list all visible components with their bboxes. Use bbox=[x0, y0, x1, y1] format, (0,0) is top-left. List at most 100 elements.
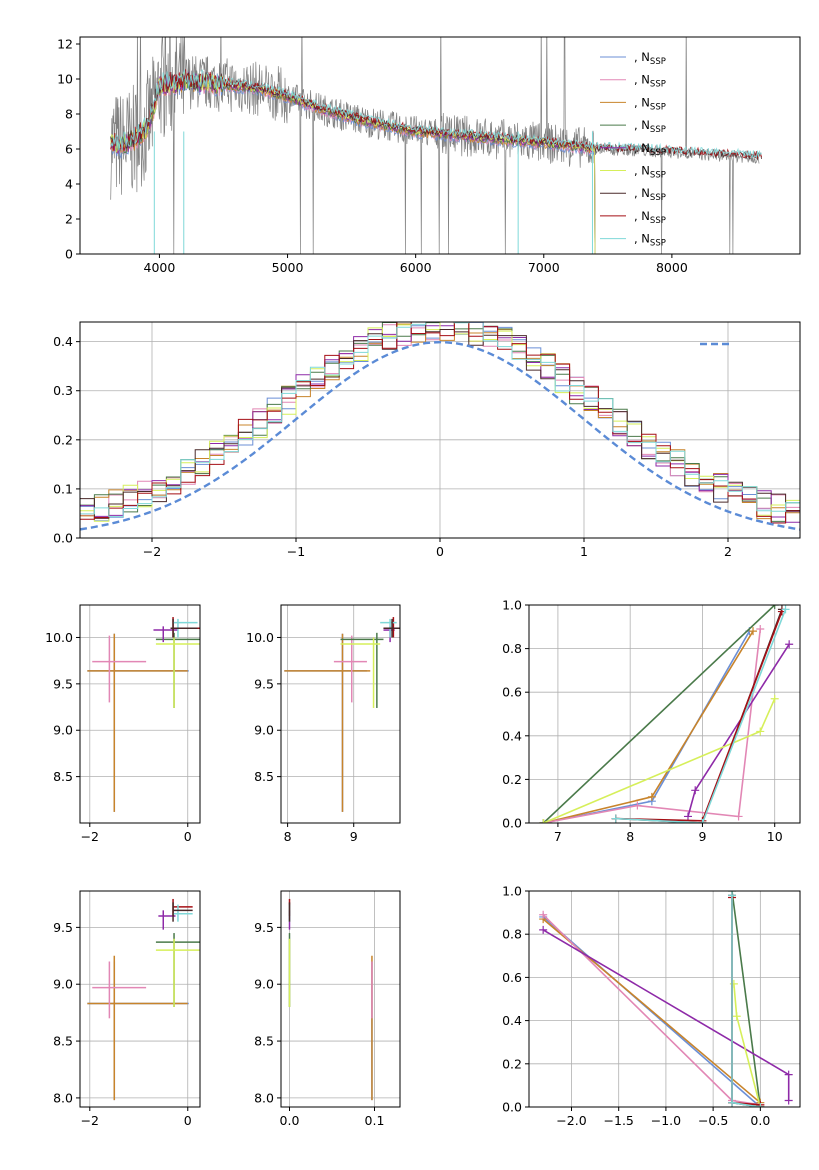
legend-label: , NSSP bbox=[634, 209, 666, 226]
y-tick-label: 10.0 bbox=[45, 630, 73, 645]
weight-marker bbox=[732, 1012, 741, 1021]
axes-frame bbox=[79, 604, 201, 824]
legend-n-label: , N bbox=[634, 209, 650, 223]
weight-marker bbox=[683, 812, 692, 821]
weight-marker bbox=[539, 819, 548, 823]
axes-frame bbox=[280, 604, 401, 824]
legend-n-label: , N bbox=[634, 186, 650, 200]
weight-line bbox=[731, 891, 762, 1107]
x-tick-label: 7 bbox=[554, 829, 562, 844]
panel-weight-vs-age: 7 8 9 10 0.0 0.2 0.4 0.6 0.8 1.0 bbox=[502, 598, 801, 844]
legend-subscript: SSP bbox=[650, 239, 666, 249]
y-tick-label: 8.5 bbox=[254, 769, 274, 784]
legend-subscript: SSP bbox=[650, 102, 666, 112]
weight-marker bbox=[784, 1096, 793, 1105]
legend-n-label: , N bbox=[634, 50, 650, 64]
weight-line bbox=[615, 611, 783, 822]
plot-area bbox=[87, 898, 200, 1101]
legend-n-label: , N bbox=[634, 164, 650, 178]
y-tick-label: 8 bbox=[65, 107, 73, 122]
legend-n-label: , N bbox=[634, 95, 650, 109]
y-tick-label: 10 bbox=[57, 72, 73, 87]
x-tick-label: 0 bbox=[184, 1113, 192, 1128]
weight-line bbox=[543, 628, 762, 823]
y-tick-label: 9.5 bbox=[254, 676, 274, 691]
weight-marker bbox=[539, 910, 548, 919]
y-tick-label: 8.5 bbox=[53, 769, 73, 784]
y-tick-label: 10.0 bbox=[246, 630, 274, 645]
plot-area bbox=[87, 617, 200, 812]
panel-age-vs-Z: −2 0 8.5 9.0 9.5 10.0 bbox=[45, 604, 201, 844]
weight-marker bbox=[770, 694, 779, 703]
x-tick-label: 6000 bbox=[400, 260, 432, 275]
legend-label: , NSSP bbox=[634, 141, 666, 158]
weight-line bbox=[542, 605, 776, 823]
weight-marker bbox=[633, 801, 642, 810]
x-tick-label: 0 bbox=[436, 544, 444, 559]
y-tick-label: 0.4 bbox=[502, 728, 522, 743]
y-tick-label: 0.6 bbox=[502, 970, 522, 985]
y-tick-label: 0.4 bbox=[53, 334, 73, 349]
y-tick-label: 0.8 bbox=[502, 927, 522, 942]
y-tick-label: 9.0 bbox=[53, 977, 73, 992]
y-tick-label: 9.5 bbox=[53, 920, 73, 935]
x-tick-label: −0.5 bbox=[698, 1113, 728, 1128]
axes-frame bbox=[79, 321, 801, 539]
legend-label: , NSSP bbox=[634, 73, 666, 90]
x-tick-label: 0.1 bbox=[365, 1113, 385, 1128]
y-tick-label: 0.8 bbox=[502, 641, 522, 656]
x-tick-label: 10 bbox=[767, 829, 783, 844]
legend-subscript: SSP bbox=[650, 80, 666, 90]
weight-marker bbox=[734, 812, 743, 821]
legend-subscript: SSP bbox=[650, 57, 666, 67]
legend-label: , NSSP bbox=[634, 164, 666, 181]
x-tick-label: 0.0 bbox=[750, 1113, 770, 1128]
panel-mass-vs-Z: −2 0 8.0 8.5 9.0 9.5 bbox=[53, 890, 201, 1128]
y-tick-label: 0.0 bbox=[502, 816, 522, 831]
y-tick-label: 6 bbox=[65, 142, 73, 157]
y-tick-label: 9.5 bbox=[53, 676, 73, 691]
y-tick-label: 9.0 bbox=[53, 723, 73, 738]
y-tick-label: 9.0 bbox=[254, 977, 274, 992]
legend-n-label: , N bbox=[634, 232, 650, 246]
x-tick-label: −2 bbox=[143, 544, 161, 559]
y-tick-label: 9.0 bbox=[254, 723, 274, 738]
weight-marker bbox=[781, 605, 790, 614]
y-tick-label: 0.6 bbox=[502, 685, 522, 700]
histogram-series bbox=[80, 322, 800, 524]
plot-area bbox=[284, 617, 400, 812]
weight-marker bbox=[647, 792, 656, 801]
legend-subscript: SSP bbox=[650, 125, 666, 135]
x-tick-label: 0 bbox=[184, 829, 192, 844]
histogram-series bbox=[80, 322, 800, 527]
panel-weight-vs-Z: −2.0 −1.5 −1.0 −0.5 0.0 0.0 0.2 0.4 0.6 0.8 1.0 bbox=[502, 884, 801, 1128]
y-tick-label: 0 bbox=[65, 247, 73, 262]
x-tick-label: −1.5 bbox=[604, 1113, 634, 1128]
x-tick-label: 7000 bbox=[528, 260, 560, 275]
y-tick-label: 8.0 bbox=[53, 1090, 73, 1105]
plot-area bbox=[539, 605, 794, 823]
y-tick-label: 12 bbox=[57, 37, 73, 52]
x-tick-label: −1.0 bbox=[651, 1113, 681, 1128]
weight-line bbox=[615, 609, 787, 823]
weight-marker bbox=[756, 1103, 765, 1107]
legend-subscript: SSP bbox=[650, 148, 666, 158]
x-tick-label: 0.0 bbox=[280, 1113, 300, 1128]
legend-n-label: , N bbox=[634, 118, 650, 132]
x-tick-label: 2 bbox=[724, 544, 732, 559]
weight-marker bbox=[785, 640, 794, 649]
y-tick-label: 0.1 bbox=[53, 481, 73, 496]
weight-marker bbox=[784, 1070, 793, 1079]
x-tick-label: −1 bbox=[287, 544, 305, 559]
normal-curve bbox=[80, 340, 800, 531]
legend-n-label: , N bbox=[634, 141, 650, 155]
axes-frame bbox=[79, 36, 801, 255]
weight-marker bbox=[756, 727, 765, 736]
legend: , NSSP, NSSP, NSSP, NSSP, NSSP, NSSP, NS… bbox=[600, 50, 666, 249]
weight-line bbox=[615, 609, 783, 823]
x-tick-label: 4000 bbox=[144, 260, 176, 275]
weight-marker bbox=[728, 1098, 737, 1107]
legend-label: , NSSP bbox=[634, 95, 666, 112]
y-tick-label: 0.0 bbox=[502, 1100, 522, 1115]
